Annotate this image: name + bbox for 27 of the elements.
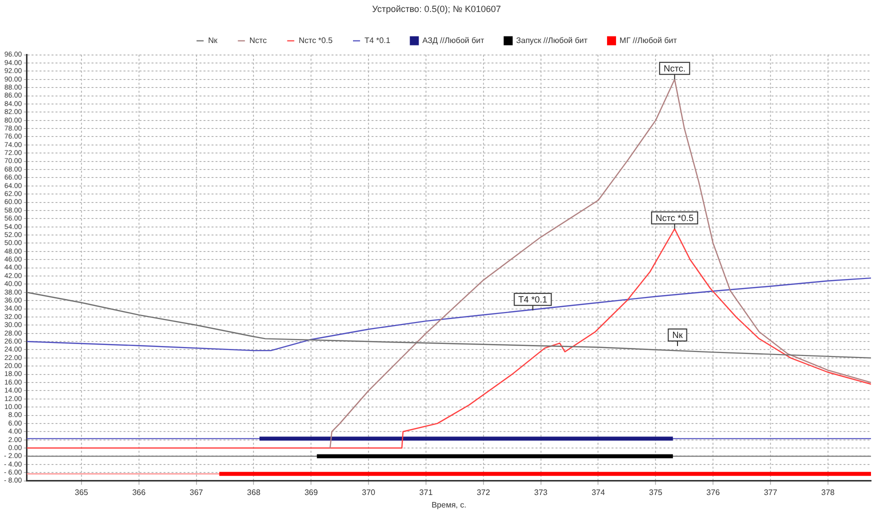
annotation: Nстс *0.5 <box>656 212 694 223</box>
x-tick-label: 375 <box>648 488 663 497</box>
legend-label: АЗД //Любой бит <box>422 36 485 46</box>
x-tick-label: 377 <box>764 488 778 497</box>
legend-label: Запуск //Любой бит <box>516 36 588 46</box>
x-tick-label: 370 <box>362 488 376 497</box>
x-tick-label: 373 <box>534 488 548 497</box>
legend-label: Nстс <box>249 36 267 46</box>
annotation: T4 *0.1 <box>518 294 548 304</box>
legend-label: МГ //Любой бит <box>620 36 678 46</box>
chart-title: Устройство: 0.5(0); № K010607 <box>372 4 501 14</box>
legend-label: Nк <box>208 36 218 46</box>
legend-label: T4 *0.1 <box>364 36 391 46</box>
x-tick-label: 367 <box>190 488 204 497</box>
annotation: Nстс. <box>664 63 686 74</box>
x-tick-label: 366 <box>132 488 146 497</box>
x-tick-label: 378 <box>821 488 836 497</box>
x-tick-label: 371 <box>419 488 434 497</box>
x-axis-title: Время, с. <box>432 500 466 510</box>
x-tick-label: 372 <box>476 488 491 497</box>
legend-label: Nстс *0.5 <box>298 36 334 46</box>
x-tick-label: 369 <box>304 488 318 497</box>
x-tick-label: 374 <box>592 488 606 497</box>
x-tick-label: 376 <box>706 488 720 497</box>
annotation: Nк <box>672 330 683 340</box>
x-tick-label: 368 <box>247 488 261 497</box>
x-tick-label: 365 <box>74 488 89 497</box>
